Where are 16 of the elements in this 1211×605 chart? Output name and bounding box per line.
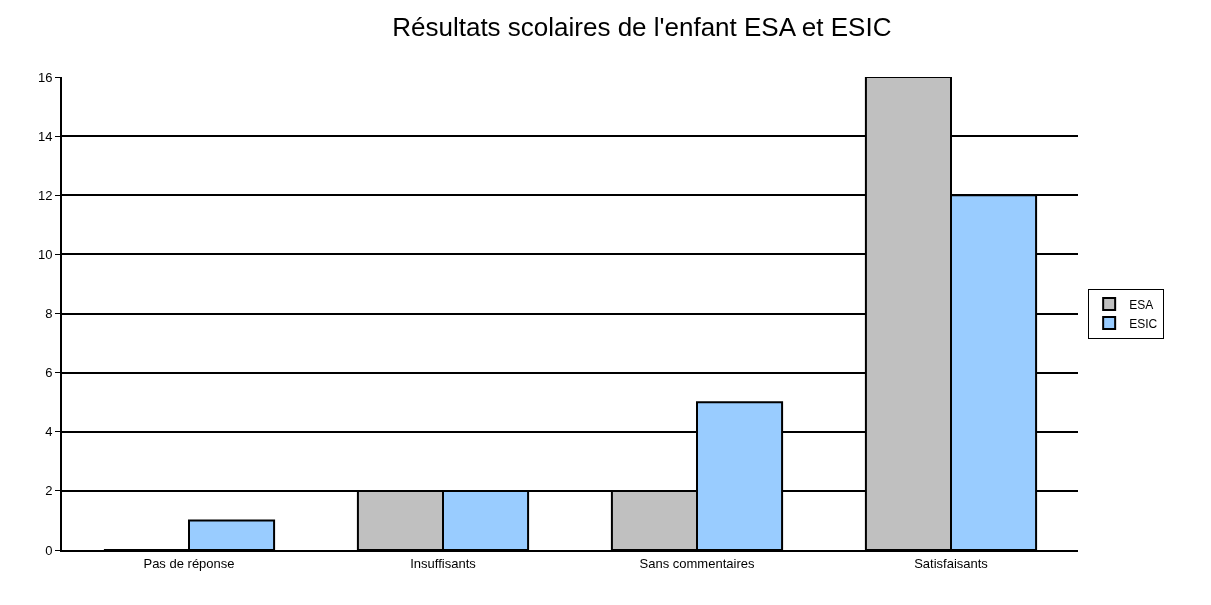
y-tick-label: 8: [45, 306, 53, 322]
chart-title: Résultats scolaires de l'enfant ESA et ESIC: [392, 12, 892, 43]
y-tick-label: 10: [37, 246, 53, 262]
y-tick-label: 0: [45, 542, 53, 558]
y-tick-label: 14: [37, 128, 53, 144]
x-tick-label: Satisfaisants: [914, 555, 989, 571]
x-tick-label: Insuffisants: [410, 555, 477, 571]
legend-label: ESA: [1129, 297, 1154, 312]
y-tick-label: 6: [45, 365, 53, 381]
y-tick-label: 16: [37, 69, 53, 85]
x-tick-label: Pas de réponse: [143, 555, 235, 571]
x-tick-label: Sans commentaires: [639, 555, 755, 571]
y-tick-label: 12: [37, 187, 53, 203]
legend-label: ESIC: [1129, 316, 1158, 331]
y-tick-label: 4: [45, 424, 53, 440]
y-tick-label: 2: [45, 483, 53, 499]
